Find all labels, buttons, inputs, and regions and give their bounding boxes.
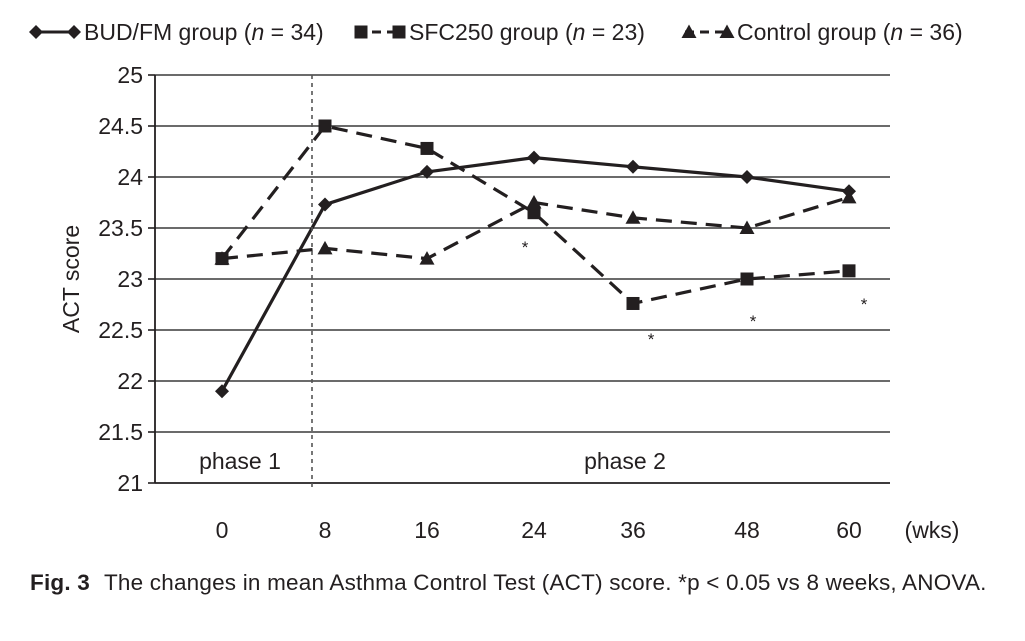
data-point-triangle xyxy=(214,251,230,265)
act-score-line-chart: BUD/FM group (n = 34) SFC250 group (n = 2… xyxy=(29,19,963,543)
x-tick-label: 16 xyxy=(414,517,440,543)
legend-marker-triangle xyxy=(681,24,697,38)
data-point-triangle xyxy=(739,220,755,234)
data-point-diamond xyxy=(740,170,754,184)
legend-marker-diamond xyxy=(29,25,43,39)
significance-asterisk: * xyxy=(648,330,655,349)
series-lines xyxy=(214,119,857,399)
x-tick-label: 36 xyxy=(620,517,646,543)
x-tick-label: 24 xyxy=(521,517,547,543)
legend-label: BUD/FM group (n = 34) xyxy=(84,19,324,45)
series-line-diamond xyxy=(220,156,850,392)
y-tick-label: 25 xyxy=(117,62,143,88)
legend-marker-square xyxy=(392,25,406,39)
x-tick-label: 60 xyxy=(836,517,862,543)
data-point-square xyxy=(740,272,754,286)
data-point-diamond xyxy=(318,197,332,212)
y-tick-label: 24.5 xyxy=(98,113,143,139)
data-point-square xyxy=(420,141,434,155)
legend-marker-square xyxy=(354,25,368,39)
caption-fig-label: Fig. 3 xyxy=(30,570,90,595)
data-point-diamond xyxy=(420,164,434,179)
data-point-diamond xyxy=(215,384,229,399)
legend-marker-triangle xyxy=(719,24,735,38)
x-tick-label: 8 xyxy=(319,517,332,543)
legend-marker-diamond xyxy=(67,25,81,39)
significance-asterisk: * xyxy=(522,238,529,257)
legend-label: SFC250 group (n = 23) xyxy=(409,19,645,45)
legend-label: Control group (n = 36) xyxy=(737,19,963,45)
data-point-square xyxy=(527,206,541,220)
significance-asterisk: * xyxy=(750,312,757,331)
y-tick-label: 21 xyxy=(117,470,143,496)
y-tick-label: 22.5 xyxy=(98,317,143,343)
data-point-diamond xyxy=(527,150,541,165)
data-point-triangle xyxy=(419,251,435,265)
legend: BUD/FM group (n = 34) SFC250 group (n = 2… xyxy=(29,19,963,45)
y-tick-label: 24 xyxy=(117,164,143,190)
data-point-triangle xyxy=(526,195,542,209)
gridlines xyxy=(155,74,890,433)
data-point-diamond xyxy=(626,159,640,174)
y-tick-label: 21.5 xyxy=(98,419,143,445)
figure-caption: Fig. 3 The changes in mean Asthma Control… xyxy=(30,566,990,600)
data-point-square xyxy=(842,264,856,278)
data-point-square xyxy=(626,296,640,310)
axes: 21 21.5 22 22.5 23 23.5 24 24.5 25 0 8 16 24 36 48 60 (w… xyxy=(58,62,959,543)
phase-1-label: phase 1 xyxy=(199,448,281,474)
x-tick-label: 0 xyxy=(216,517,229,543)
y-axis-label: ACT score xyxy=(58,225,84,333)
y-tick-label: 22 xyxy=(117,368,143,394)
data-point-square xyxy=(318,119,332,133)
y-tick-label: 23 xyxy=(117,266,143,292)
caption-text: The changes in mean Asthma Control Test … xyxy=(103,570,987,595)
data-point-triangle xyxy=(841,189,857,204)
data-point-triangle xyxy=(625,210,641,224)
significance-asterisk: * xyxy=(861,295,868,314)
y-tick-label: 23.5 xyxy=(98,215,143,241)
x-tick-label: 48 xyxy=(734,517,760,543)
x-axis-unit: (wks) xyxy=(905,517,960,543)
phase-2-label: phase 2 xyxy=(584,448,666,474)
data-point-triangle xyxy=(317,240,333,255)
annotations: phase 1 phase 2 * * * * xyxy=(199,75,868,491)
